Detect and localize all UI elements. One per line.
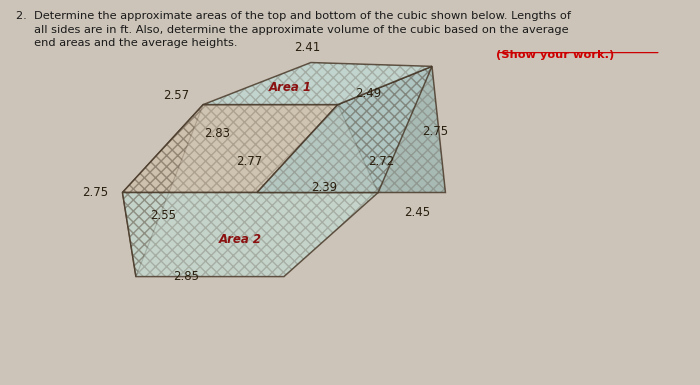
Text: 2.75: 2.75	[83, 186, 108, 199]
Text: 2.  Determine the approximate areas of the top and bottom of the cubic shown bel: 2. Determine the approximate areas of th…	[16, 11, 571, 48]
Text: (Show your work.): (Show your work.)	[496, 50, 614, 60]
Text: 2.55: 2.55	[150, 209, 176, 222]
Text: 2.57: 2.57	[163, 89, 190, 102]
Polygon shape	[338, 66, 445, 192]
Text: 2.49: 2.49	[355, 87, 382, 100]
Text: 2.75: 2.75	[422, 125, 449, 138]
Text: Area 2: Area 2	[218, 233, 262, 246]
Polygon shape	[122, 105, 203, 276]
Polygon shape	[122, 192, 378, 276]
Text: Area 1: Area 1	[270, 81, 312, 94]
Polygon shape	[203, 62, 432, 105]
Polygon shape	[122, 105, 338, 192]
Text: 2.85: 2.85	[174, 270, 199, 283]
Text: 2.83: 2.83	[204, 127, 230, 140]
Text: 2.41: 2.41	[295, 41, 321, 54]
Text: 2.72: 2.72	[368, 155, 395, 167]
Polygon shape	[257, 66, 432, 192]
Text: 2.39: 2.39	[312, 181, 337, 194]
Text: 2.45: 2.45	[404, 206, 430, 219]
Text: 2.77: 2.77	[236, 155, 262, 167]
